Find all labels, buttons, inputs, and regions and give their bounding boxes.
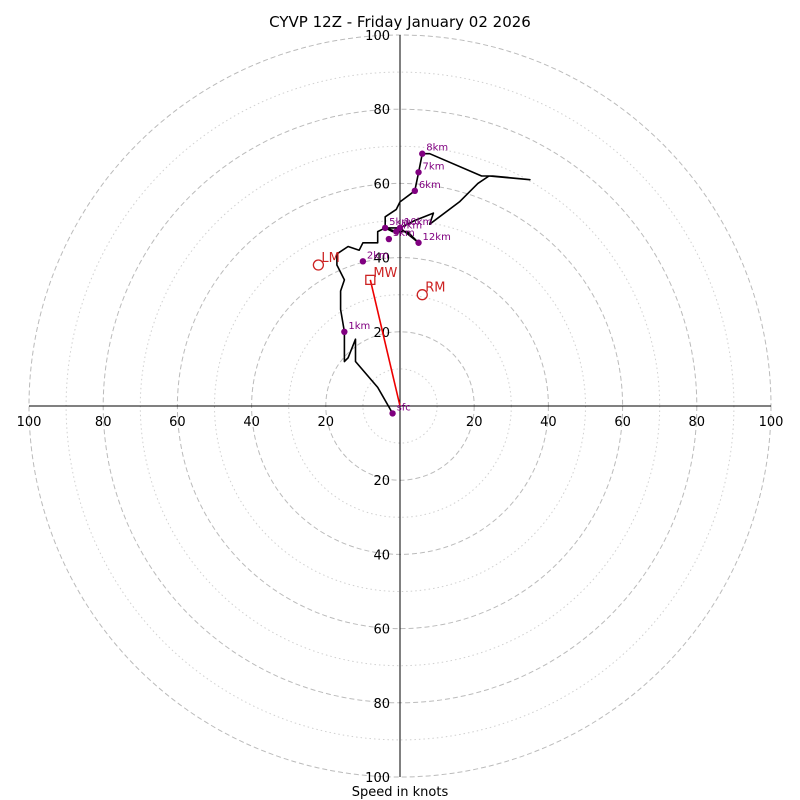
x-tick-label: 100 [759, 415, 784, 430]
height-label-sfc: sfc [397, 402, 411, 413]
height-marker-7km [415, 169, 422, 176]
height-marker-8km [419, 150, 426, 157]
tick-labels: 100 80 60 40 20 20 40 60 80 100 100 80 60 40 20 20 40 60 8… [17, 29, 784, 786]
x-axis-label: Speed in knots [352, 785, 449, 800]
height-label-10km: 10km [404, 217, 432, 228]
y-tick-label: 80 [373, 697, 390, 712]
height-label-1km: 1km [348, 321, 370, 332]
height-marker-sfc [389, 410, 396, 417]
height-marker-1km [341, 328, 348, 335]
storm-motion-lm-marker [312, 259, 325, 271]
x-tick-label: 40 [243, 415, 260, 430]
height-marker-10km [396, 224, 404, 232]
y-tick-label: 20 [373, 474, 390, 489]
x-tick-label: 100 [17, 415, 42, 430]
storm-motion-mw-marker [365, 274, 376, 286]
x-tick-label: 80 [689, 415, 706, 430]
height-marker-2km [359, 258, 367, 265]
storm-motion-lm-label: LM [321, 251, 339, 266]
height-marker-12km [415, 239, 422, 246]
y-tick-label: 40 [373, 548, 390, 563]
x-tick-label: 60 [169, 415, 186, 430]
y-tick-label: 80 [373, 103, 390, 118]
height-marker-3km [385, 235, 393, 243]
height-label-7km: 7km [423, 161, 445, 172]
mean-wind-vector [369, 279, 401, 407]
storm-motion-markers: LM RM MW [312, 251, 446, 301]
x-tick-label: 40 [540, 415, 557, 430]
x-tick-label: 60 [614, 415, 631, 430]
y-tick-label: 100 [365, 771, 390, 786]
height-label-4km: 4km [400, 221, 422, 232]
storm-motion-mw-label: MW [373, 266, 397, 281]
hodograph-line [336, 152, 531, 414]
y-tick-label: 60 [373, 177, 390, 192]
storm-motion-rm-label: RM [425, 281, 445, 296]
height-label-5km: 5km [389, 217, 411, 228]
chart-title: CYVP 12Z - Friday January 02 2026 [269, 13, 531, 31]
y-tick-label: 20 [373, 326, 390, 341]
y-tick-label: 60 [373, 623, 390, 638]
x-tick-label: 20 [318, 415, 335, 430]
height-label-3km: 3km [393, 228, 415, 239]
x-tick-label: 80 [95, 415, 112, 430]
hodograph-series [336, 152, 531, 414]
y-tick-label: 100 [365, 29, 390, 44]
height-label-8km: 8km [426, 143, 448, 154]
x-tick-label: 20 [466, 415, 483, 430]
height-label-2km: 2km [367, 250, 389, 261]
y-tick-label: 40 [373, 252, 390, 267]
height-marker-5km [381, 224, 389, 232]
height-label-12km: 12km [423, 232, 451, 243]
height-label-6km: 6km [419, 180, 441, 191]
storm-motion-rm-marker [416, 289, 428, 301]
height-marker-6km [411, 187, 419, 195]
